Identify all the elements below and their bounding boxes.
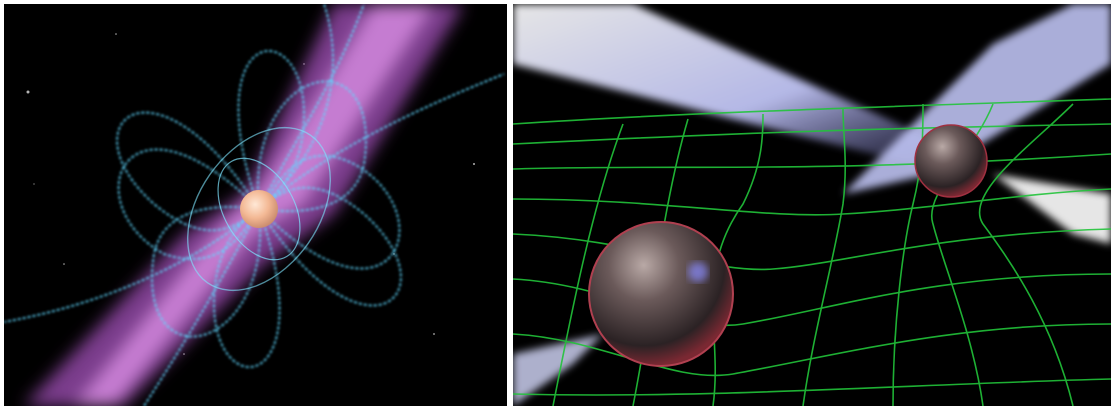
pulsar-beams — [513, 4, 1111, 406]
binary-pulsar-illustration — [513, 4, 1111, 406]
pulsar-illustration — [4, 4, 507, 406]
neutron-star — [240, 190, 278, 228]
companion-star — [914, 124, 988, 198]
pulsar-sphere — [588, 221, 734, 367]
spacetime-grid — [513, 98, 1111, 406]
pulsar-scene — [4, 4, 507, 406]
binary-pulsar-scene — [513, 4, 1111, 406]
stars — [26, 33, 475, 355]
